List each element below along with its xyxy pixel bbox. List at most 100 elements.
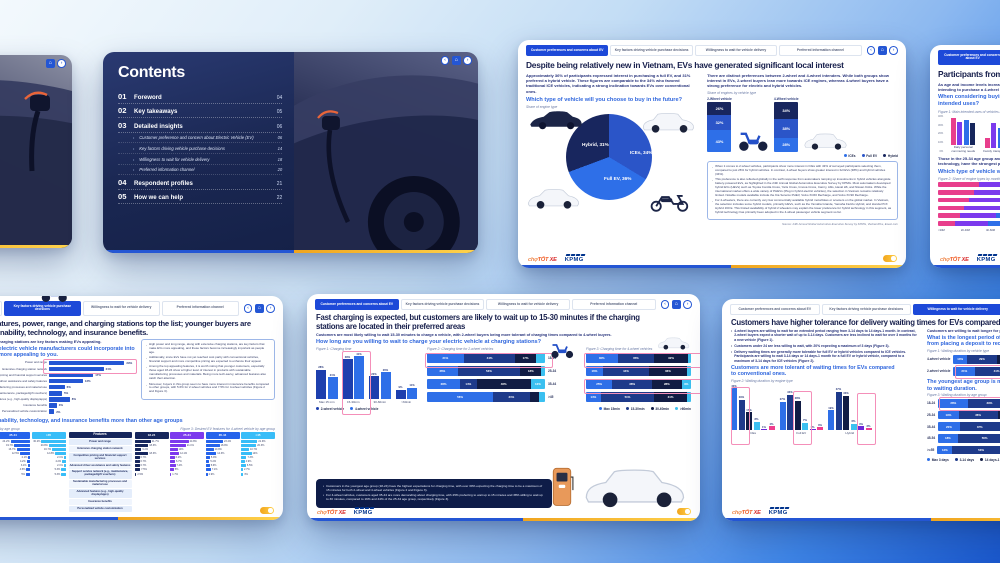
forward-icon[interactable]: › bbox=[266, 303, 275, 313]
feature-bar-row: Extensive charging station network 21% bbox=[0, 366, 133, 372]
bar bbox=[10, 439, 30, 443]
survey-question: What is the longest period of time you a… bbox=[927, 334, 1000, 348]
contents-subitem[interactable]: • Key factors driving vehicle purchase de… bbox=[118, 143, 283, 154]
forward-icon[interactable]: › bbox=[463, 56, 472, 65]
slide-ev-interest[interactable]: Customer preferences and concerns about … bbox=[518, 40, 906, 268]
tab-3[interactable]: Willingness to wait for vehicle delivery bbox=[913, 304, 1000, 315]
page-toggle[interactable] bbox=[677, 508, 691, 515]
tab-2[interactable]: Key factors driving vehicle purchase dec… bbox=[400, 299, 485, 310]
home-icon[interactable]: ⌂ bbox=[671, 299, 681, 309]
feature-label: Extensive charging station network bbox=[68, 446, 132, 453]
tab-1[interactable]: Customer preferences and concerns about … bbox=[315, 299, 399, 310]
slide-participants[interactable]: Customer preferences and concerns about … bbox=[930, 45, 1000, 268]
back-icon[interactable]: ‹ bbox=[243, 303, 253, 313]
contents-item[interactable]: 03 Detailed insights 06 bbox=[118, 118, 283, 133]
home-icon[interactable]: ⌂ bbox=[45, 59, 55, 68]
contents-subitem[interactable]: • Customer preference and concern about E… bbox=[118, 133, 283, 144]
slide-charging-time[interactable]: Customer preferences and concerns about … bbox=[307, 294, 700, 521]
bar-segment: 53% bbox=[457, 366, 521, 377]
table-cell: 7.3% bbox=[241, 456, 275, 460]
tab-2[interactable]: Key factors driving vehicle purchase dec… bbox=[610, 45, 693, 56]
table-row: 5.6%4.2%4.5%5.3% bbox=[0, 468, 66, 472]
table-cell: 7.1% bbox=[205, 468, 240, 472]
tab-3[interactable]: Willingness to wait for vehicle delivery bbox=[82, 301, 160, 316]
bar-value: 16.7% bbox=[44, 448, 52, 452]
forward-icon[interactable]: › bbox=[57, 59, 66, 68]
bar-value: 6.7% bbox=[176, 460, 182, 464]
contents-item[interactable]: 04 Respondent profiles 21 bbox=[118, 175, 283, 190]
tab-bar: Customer preferences and concerns about … bbox=[315, 299, 656, 310]
tab-1[interactable]: Customer preferences and concerns about … bbox=[730, 304, 820, 315]
bar bbox=[205, 464, 210, 468]
tab-1[interactable]: Customer preferences and concerns about … bbox=[938, 50, 1000, 65]
engine-legend: ICEs Full EV Hybrid bbox=[707, 154, 898, 158]
slide-delivery-wait[interactable]: Customer preferences and concerns about … bbox=[722, 299, 1000, 521]
bar-value: 28% bbox=[794, 397, 801, 401]
feature-bar-row: Insurance benefits 3% bbox=[0, 403, 133, 408]
bar bbox=[850, 423, 857, 431]
stacked-row bbox=[938, 213, 1000, 218]
tab-2[interactable]: Key factors driving vehicle purchase dec… bbox=[3, 301, 81, 316]
bar-segment: 34% bbox=[774, 101, 799, 119]
slide-cover[interactable]: ⌂ › bbox=[0, 55, 72, 248]
table-cell: 4.2% bbox=[32, 460, 66, 464]
tab-1[interactable]: Customer preferences and concerns about … bbox=[526, 45, 609, 56]
two-wheel-stacked-bar: 2-Wheel vehicle 26% 32% 43% bbox=[707, 97, 732, 152]
contents-item[interactable]: 02 Key takeaways 05 bbox=[118, 104, 283, 119]
slide-contents[interactable]: Contents 01 Foreword 04 02 Key takeaways 05 03… bbox=[103, 52, 478, 253]
bar-segment bbox=[686, 392, 691, 403]
home-icon[interactable]: ⌂ bbox=[877, 45, 887, 55]
brand-logos: chợTỐT XE KPMG bbox=[732, 506, 790, 516]
bar bbox=[779, 401, 786, 431]
sedan-image bbox=[530, 111, 582, 130]
bullet-item: • For 4-wheel vehicles, customers aged 35… bbox=[323, 493, 543, 502]
table-cell: 20.9% bbox=[32, 443, 66, 447]
tab-3[interactable]: Willingness to wait for vehicle delivery bbox=[694, 45, 778, 56]
bar-value: 2% bbox=[866, 424, 871, 428]
tab-4[interactable]: Preferred information channel bbox=[779, 45, 862, 56]
legend-dot bbox=[927, 457, 931, 462]
contents-item[interactable]: 01 Foreword 04 bbox=[118, 89, 283, 104]
intro-paragraph: As age and income levels increase, parti… bbox=[938, 81, 1000, 92]
bottom-strip bbox=[307, 518, 700, 521]
bar bbox=[49, 385, 65, 390]
tab-2[interactable]: Key factors driving vehicle purchase dec… bbox=[821, 304, 911, 315]
contents-subitem[interactable]: • Willingness to wait for vehicle deliver… bbox=[118, 154, 283, 165]
back-icon[interactable]: ‹ bbox=[866, 45, 876, 55]
forward-icon[interactable]: › bbox=[683, 299, 692, 309]
back-icon[interactable]: ‹ bbox=[660, 299, 670, 309]
home-icon[interactable]: ⌂ bbox=[254, 303, 264, 313]
home-icon[interactable]: ⌂ bbox=[451, 56, 461, 65]
bar-segment bbox=[938, 221, 955, 226]
bar-group: 27% 34% 28% 7% 1% 3% Full EV bbox=[779, 391, 823, 435]
tab-4[interactable]: Preferred information channel bbox=[571, 299, 656, 310]
forward-icon[interactable]: › bbox=[889, 45, 898, 55]
contents-item-label: How we can help bbox=[134, 194, 184, 202]
stacked-row: 14% 51% 31% bbox=[586, 392, 691, 403]
page-toggle[interactable] bbox=[260, 507, 274, 514]
page-toggle[interactable] bbox=[883, 255, 897, 262]
bar-segment: 31% bbox=[427, 352, 464, 363]
row-label: >45 bbox=[548, 395, 554, 400]
bar-segment: 9% bbox=[681, 379, 691, 390]
back-icon[interactable]: ‹ bbox=[440, 56, 450, 65]
tab-3[interactable]: Willingness to wait for vehicle delivery bbox=[486, 299, 570, 310]
intro-paragraph: Customers are willing to wait longer for… bbox=[927, 328, 1000, 333]
tab-4[interactable]: Preferred information channel bbox=[161, 301, 239, 316]
bar bbox=[865, 428, 872, 431]
table-cell: 4.5% bbox=[0, 468, 30, 472]
contents-subitem[interactable]: • Preferred information channel 20 bbox=[118, 165, 283, 176]
bar bbox=[170, 456, 175, 460]
contents-item[interactable]: 05 How we can help 22 bbox=[118, 190, 283, 205]
slide-desired-features[interactable]: Customer preferences and concerns about … bbox=[0, 296, 283, 520]
tab-1[interactable]: Customer preferences and concerns about … bbox=[0, 301, 2, 316]
contents-item-page: 21 bbox=[276, 180, 283, 187]
bar bbox=[49, 409, 55, 414]
bar-value: 10% bbox=[178, 448, 184, 452]
bar-segment: 30% bbox=[997, 410, 1000, 420]
bottom-strip bbox=[0, 517, 283, 520]
intro-paragraph: Approximately 36% of participants expres… bbox=[526, 72, 691, 94]
contents-item-page: 06 bbox=[276, 123, 283, 130]
